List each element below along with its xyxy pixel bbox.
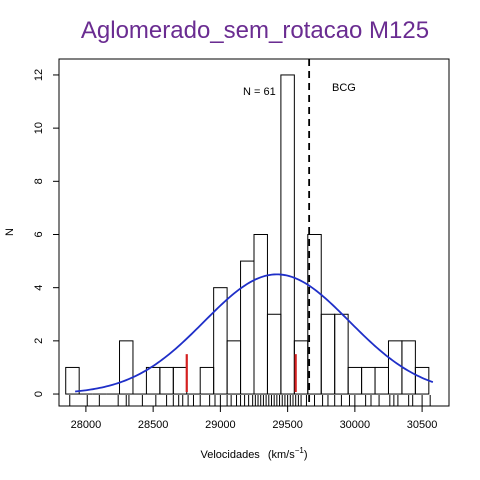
rug-plot [69, 395, 431, 406]
red-markers [185, 354, 297, 393]
n-count-label: N = 61 [243, 86, 276, 98]
histogram-bar [172, 366, 188, 395]
x-axis-label-unit-exponent: −1 [295, 446, 305, 455]
x-tick-label: 30500 [407, 419, 438, 431]
histogram-bar [199, 366, 215, 395]
histogram-bar [226, 340, 242, 395]
x-axis-label-unit: (km/s [268, 449, 295, 461]
gaussian-fit-curve [75, 273, 434, 393]
y-tick-label: 12 [33, 69, 45, 81]
histogram-bar [320, 313, 336, 395]
x-tick-label: 28500 [138, 419, 169, 431]
histogram-bar [387, 340, 403, 395]
histogram-bar [280, 74, 295, 395]
x-tick-label: 29500 [272, 419, 303, 431]
histogram [65, 74, 430, 395]
plot-frame [58, 58, 450, 407]
histogram-bar [119, 340, 134, 395]
y-tick-label: 0 [33, 391, 45, 397]
histogram-bar [65, 366, 80, 395]
histogram-bar [266, 313, 282, 395]
chart-title: Aglomerado_sem_rotacao M125 [81, 17, 429, 44]
bcg-label: BCG [332, 82, 356, 94]
x-axis-label-unit-close: ) [304, 449, 308, 461]
histogram-bar [145, 366, 161, 395]
y-tick-label: 2 [33, 338, 45, 344]
x-tick-label: 28000 [71, 419, 102, 431]
histogram-bar [361, 366, 376, 395]
y-axis-label: N [4, 228, 16, 236]
x-tick-label: 29000 [205, 419, 236, 431]
y-axis: 0 2 4 6 8 10 12 [33, 69, 59, 397]
x-axis-label: Velocidades (km/s−1) [200, 446, 307, 461]
y-tick-label: 8 [33, 178, 45, 184]
x-tick-label: 30000 [340, 419, 371, 431]
histogram-bar [213, 287, 228, 395]
y-tick-label: 4 [33, 285, 45, 291]
histogram-bar [159, 366, 174, 395]
y-tick-label: 10 [33, 122, 45, 134]
x-axis: 28000 28500 29000 29500 30000 30500 [71, 406, 438, 431]
histogram-bar [253, 233, 268, 395]
y-tick-label: 6 [33, 231, 45, 237]
histogram-bar [347, 366, 363, 395]
histogram-bar [374, 366, 389, 395]
x-axis-label-text: Velocidades [200, 449, 260, 461]
histogram-bar [334, 313, 349, 395]
